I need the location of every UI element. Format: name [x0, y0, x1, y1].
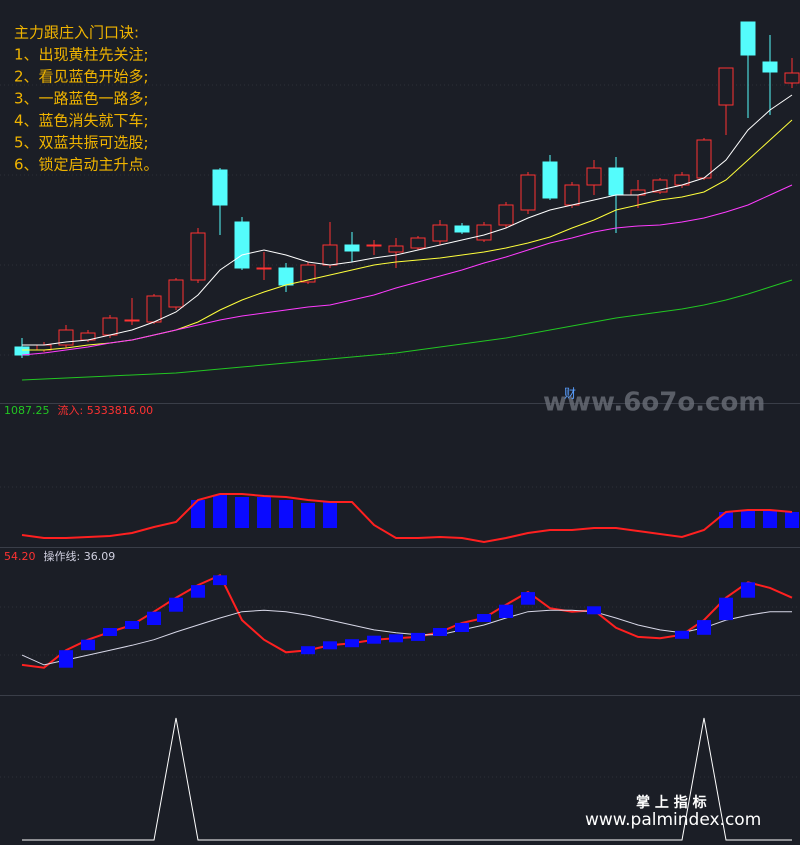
- bar: [323, 502, 337, 528]
- candle-body: [586, 167, 602, 186]
- line-series: [21, 184, 793, 356]
- up-block: [477, 614, 491, 622]
- bar: [235, 497, 249, 528]
- legend-line: 5、双蓝共振可选股;: [14, 134, 149, 152]
- candle-body: [234, 221, 250, 269]
- up-block: [323, 641, 337, 650]
- up-block: [147, 611, 161, 625]
- up-block: [675, 630, 689, 639]
- up-block: [81, 639, 95, 651]
- up-block: [169, 597, 183, 612]
- line-series: [21, 493, 793, 544]
- candle-body: [498, 204, 514, 226]
- bar: [763, 510, 777, 528]
- up-block: [301, 646, 315, 655]
- up-block: [213, 575, 227, 586]
- up-block: [389, 634, 403, 643]
- watermark: 掌 上 指 标: [636, 794, 707, 811]
- legend-line: 6、锁定启动主升点。: [14, 156, 159, 174]
- bar: [257, 497, 271, 528]
- watermark: 财: [564, 387, 576, 401]
- legend-line: 4、蓝色消失就下车;: [14, 112, 149, 130]
- candle-body: [300, 264, 316, 283]
- indicator-label: 操作线: 36.09: [44, 549, 116, 563]
- bar: [301, 503, 315, 528]
- separators: [0, 403, 800, 696]
- line-series: [21, 279, 793, 381]
- legend-line: 主力跟庄入门口诀:: [14, 24, 139, 42]
- candle-body: [454, 225, 470, 233]
- candle-body: [168, 279, 184, 308]
- candle-body: [256, 267, 272, 270]
- up-block: [521, 592, 535, 605]
- candle-body: [322, 244, 338, 266]
- up-block: [191, 585, 205, 598]
- candle-body: [520, 174, 536, 211]
- up-block: [697, 620, 711, 635]
- candle-body: [542, 161, 558, 199]
- candle-body: [564, 184, 580, 206]
- candle-body: [608, 167, 624, 196]
- candle-body: [696, 139, 712, 179]
- bar: [741, 510, 755, 528]
- watermark: www.palmindex.com: [585, 810, 761, 830]
- candle-body: [718, 67, 734, 106]
- candle-body: [740, 21, 756, 56]
- legend-line: 1、出现黄柱先关注;: [14, 46, 149, 64]
- up-block: [59, 650, 73, 668]
- candle-body: [476, 224, 492, 241]
- up-block: [125, 621, 139, 629]
- bar: [279, 500, 293, 528]
- line-series: [22, 119, 793, 351]
- legend-line: 3、一路蓝色一路多;: [14, 90, 149, 108]
- indicator-label: 1087.25: [4, 404, 50, 417]
- candle-body: [190, 232, 206, 281]
- grid: [0, 84, 800, 778]
- candle-body: [14, 346, 30, 356]
- candle-body: [432, 224, 448, 242]
- line-series: [22, 94, 793, 346]
- legend-line: 2、看见蓝色开始多;: [14, 68, 149, 86]
- up-block: [367, 635, 381, 644]
- up-block: [433, 628, 447, 636]
- bar: [213, 495, 227, 528]
- line-series: [21, 609, 792, 666]
- bar: [191, 500, 205, 528]
- candle-body: [146, 295, 162, 323]
- up-block: [345, 639, 359, 648]
- candle-body: [366, 244, 382, 247]
- candle-body: [784, 72, 800, 84]
- bar: [719, 512, 733, 528]
- candle-body: [344, 244, 360, 252]
- indicator-label: 54.20: [4, 550, 36, 563]
- up-block: [411, 632, 425, 641]
- indicator-label: 流入: 5333816.00: [58, 403, 154, 417]
- up-block: [103, 628, 117, 636]
- candle-body: [278, 267, 294, 286]
- up-block: [741, 582, 755, 598]
- candle-body: [102, 317, 118, 336]
- up-block: [587, 606, 601, 615]
- bar: [785, 512, 799, 528]
- up-block: [499, 604, 513, 618]
- candle-body: [388, 245, 404, 253]
- candle-body: [410, 237, 426, 249]
- watermark: www.6o7o.com: [543, 388, 765, 418]
- line-series: [22, 717, 792, 841]
- up-block: [719, 597, 733, 621]
- candle-body: [762, 61, 778, 73]
- candle-body: [124, 319, 140, 322]
- candle-body: [212, 169, 228, 206]
- up-block: [455, 622, 469, 632]
